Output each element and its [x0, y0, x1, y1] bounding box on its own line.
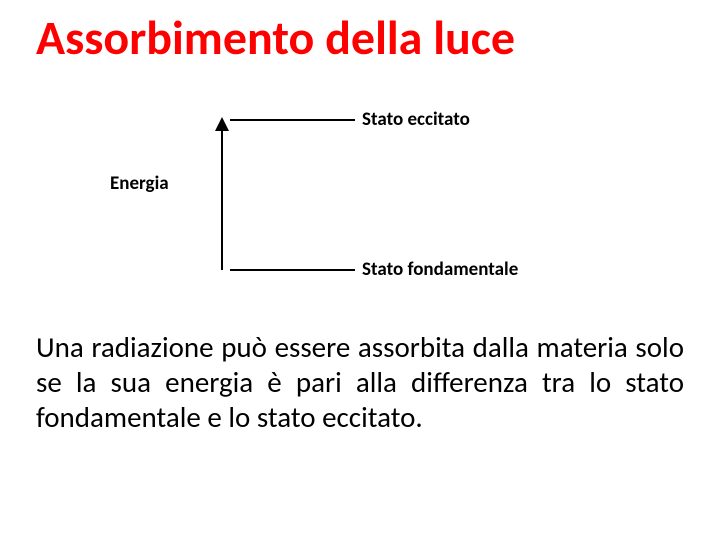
energy-diagram	[200, 105, 400, 280]
body-paragraph: Una radiazione può essere assorbita dall…	[36, 330, 684, 435]
energy-axis-label: Energia	[110, 172, 169, 195]
ground-state-label: Stato fondamentale	[362, 258, 518, 281]
slide-title: Assorbimento della luce	[36, 8, 515, 67]
excited-state-label: Stato eccitato	[362, 108, 470, 131]
slide: Assorbimento della luce Energia Stato ec…	[0, 0, 720, 540]
